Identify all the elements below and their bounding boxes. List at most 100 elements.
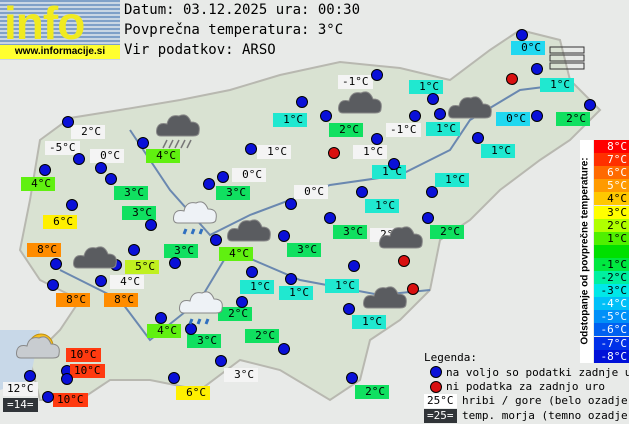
temperature-label: 4°C xyxy=(147,324,181,338)
temperature-label: 2°C xyxy=(71,125,105,139)
station-dot-icon[interactable] xyxy=(95,162,107,174)
station-dot-icon[interactable] xyxy=(472,132,484,144)
scale-step: 3°C xyxy=(594,205,629,219)
station-dot-icon[interactable] xyxy=(215,355,227,367)
station-dot-icon[interactable] xyxy=(47,279,59,291)
temperature-label: 4°C xyxy=(110,275,144,289)
station-dot-icon[interactable] xyxy=(62,116,74,128)
temperature-label: 1°C xyxy=(352,315,386,329)
station-dot-icon[interactable] xyxy=(128,244,140,256)
station-dot-icon[interactable] xyxy=(278,343,290,355)
average-temperature: Povprečna temperatura: 3°C xyxy=(124,22,344,38)
logo-url[interactable]: www.informacije.si xyxy=(0,45,120,59)
temperature-label: -5°C xyxy=(45,141,80,155)
station-dot-icon[interactable] xyxy=(426,186,438,198)
temperature-label: 2°C xyxy=(355,385,389,399)
temperature-label: 8°C xyxy=(27,243,61,257)
station-dot-icon[interactable] xyxy=(285,198,297,210)
station-dot-icon[interactable] xyxy=(42,391,54,403)
scale-step: 6°C xyxy=(594,166,629,180)
temperature-label: 1°C xyxy=(325,279,359,293)
station-dot-icon[interactable] xyxy=(584,99,596,111)
station-dot-icon[interactable] xyxy=(427,93,439,105)
station-dot-icon[interactable] xyxy=(155,312,167,324)
temperature-label: 1°C xyxy=(426,122,460,136)
station-dot-icon[interactable] xyxy=(210,234,222,246)
temperature-label: 3°C xyxy=(287,243,321,257)
station-dot-icon[interactable] xyxy=(343,303,355,315)
cloud-dark-icon xyxy=(72,240,120,286)
station-dot-icon[interactable] xyxy=(409,110,421,122)
station-dot-icon[interactable] xyxy=(145,219,157,231)
station-dot-icon[interactable] xyxy=(388,158,400,170)
station-dot-icon[interactable] xyxy=(66,199,78,211)
station-dot-icon[interactable] xyxy=(531,63,543,75)
missing-station-dot-icon[interactable] xyxy=(506,73,518,85)
temperature-label: -1°C xyxy=(386,123,421,137)
missing-station-dot-icon[interactable] xyxy=(407,283,419,295)
station-dot-icon[interactable] xyxy=(320,110,332,122)
missing-station-dot-icon[interactable] xyxy=(398,255,410,267)
legend-available: na voljo so podatki zadnje ure xyxy=(446,366,629,379)
cloud-dark-icon xyxy=(378,220,426,266)
station-dot-icon[interactable] xyxy=(246,266,258,278)
station-dot-icon[interactable] xyxy=(324,212,336,224)
scale-step: -7°C xyxy=(594,336,629,350)
temperature-label: =14= xyxy=(3,398,38,412)
station-dot-icon[interactable] xyxy=(137,137,149,149)
station-dot-icon[interactable] xyxy=(203,178,215,190)
scale-step: 5°C xyxy=(594,179,629,193)
temperature-label: 8°C xyxy=(104,293,138,307)
station-dot-icon[interactable] xyxy=(346,372,358,384)
station-dot-icon[interactable] xyxy=(50,258,62,270)
station-dot-icon[interactable] xyxy=(168,372,180,384)
temperature-label: 0°C xyxy=(496,112,530,126)
legend-title: Legenda: xyxy=(424,351,477,364)
temperature-label: 1°C xyxy=(409,80,443,94)
legend-red-dot-icon xyxy=(430,381,442,393)
temperature-label: 3°C xyxy=(224,368,258,382)
station-dot-icon[interactable] xyxy=(169,257,181,269)
rain-cloud-dark-icon xyxy=(155,108,203,154)
temperature-label: 0°C xyxy=(511,41,545,55)
station-dot-icon[interactable] xyxy=(236,296,248,308)
legend-hills-sample: 25°C xyxy=(424,394,457,408)
rain-cloud-light-icon xyxy=(172,195,220,241)
temperature-label: 3°C xyxy=(216,186,250,200)
station-dot-icon[interactable] xyxy=(245,143,257,155)
temperature-label: 3°C xyxy=(333,225,367,239)
station-dot-icon[interactable] xyxy=(422,212,434,224)
station-dot-icon[interactable] xyxy=(434,108,446,120)
logo[interactable]: info www.informacije.si xyxy=(0,0,120,60)
missing-station-dot-icon[interactable] xyxy=(328,147,340,159)
station-dot-icon[interactable] xyxy=(24,370,36,382)
temperature-label: 2°C xyxy=(556,112,590,126)
temperature-label: 1°C xyxy=(365,199,399,213)
station-dot-icon[interactable] xyxy=(371,69,383,81)
temperature-label: 4°C xyxy=(219,247,253,261)
legend-missing: ni podatka za zadnjo uro xyxy=(446,380,605,393)
station-dot-icon[interactable] xyxy=(285,273,297,285)
station-dot-icon[interactable] xyxy=(105,173,117,185)
temperature-label: 4°C xyxy=(21,177,55,191)
station-dot-icon[interactable] xyxy=(356,186,368,198)
station-dot-icon[interactable] xyxy=(73,153,85,165)
station-dot-icon[interactable] xyxy=(95,275,107,287)
temperature-label: 0°C xyxy=(232,168,266,182)
temperature-label: 1°C xyxy=(353,145,387,159)
station-dot-icon[interactable] xyxy=(531,110,543,122)
temperature-label: 6°C xyxy=(176,386,210,400)
station-dot-icon[interactable] xyxy=(296,96,308,108)
temperature-label: 1°C xyxy=(240,280,274,294)
station-dot-icon[interactable] xyxy=(348,260,360,272)
station-dot-icon[interactable] xyxy=(278,230,290,242)
station-dot-icon[interactable] xyxy=(39,164,51,176)
scale-step: 8°C xyxy=(594,140,629,154)
station-dot-icon[interactable] xyxy=(371,133,383,145)
station-dot-icon[interactable] xyxy=(217,171,229,183)
legend-sea: temp. morja (temno ozadje) xyxy=(462,409,629,422)
station-dot-icon[interactable] xyxy=(61,373,73,385)
station-dot-icon[interactable] xyxy=(516,29,528,41)
scale-step: -8°C xyxy=(594,349,629,363)
